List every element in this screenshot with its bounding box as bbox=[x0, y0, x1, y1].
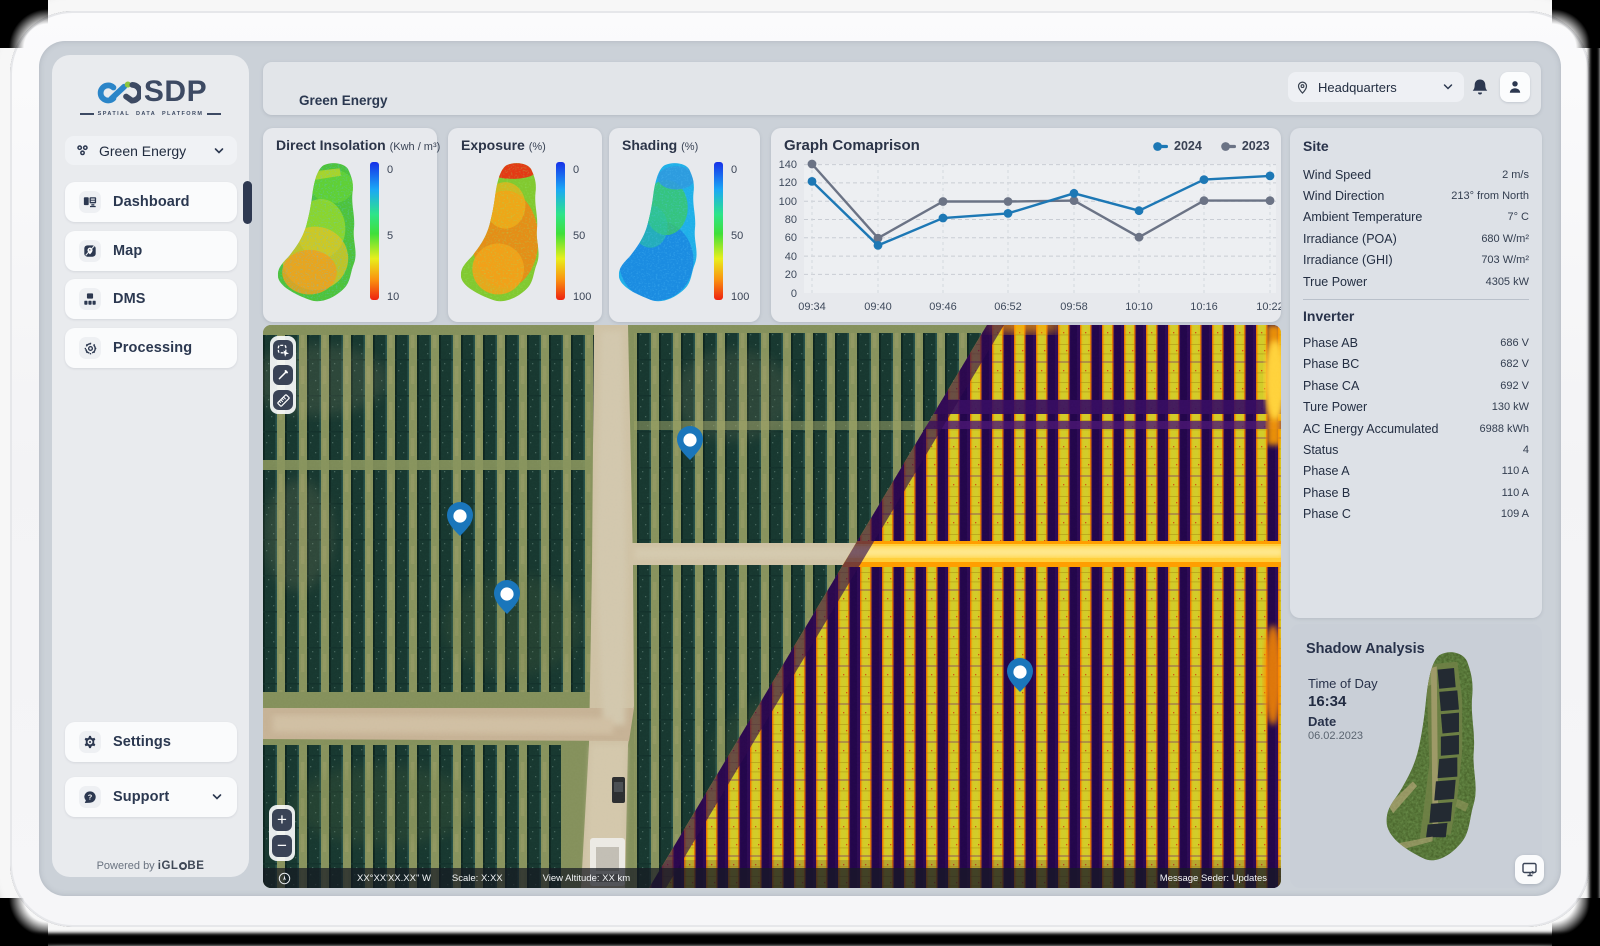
svg-text:80: 80 bbox=[785, 214, 797, 226]
svg-text:100: 100 bbox=[779, 196, 797, 208]
svg-text:09:46: 09:46 bbox=[929, 301, 957, 313]
svg-text:10:22: 10:22 bbox=[1256, 301, 1281, 313]
svg-text:09:34: 09:34 bbox=[798, 301, 826, 313]
svg-text:120: 120 bbox=[779, 177, 797, 189]
svg-text:?: ? bbox=[88, 793, 93, 802]
svg-text:20: 20 bbox=[785, 269, 797, 281]
svg-text:60: 60 bbox=[785, 232, 797, 244]
svg-text:06:52: 06:52 bbox=[994, 301, 1022, 313]
svg-text:09:40: 09:40 bbox=[864, 301, 892, 313]
svg-text:10:16: 10:16 bbox=[1190, 301, 1218, 313]
svg-text:40: 40 bbox=[785, 251, 797, 263]
svg-text:140: 140 bbox=[779, 159, 797, 171]
svg-text:09:58: 09:58 bbox=[1060, 301, 1088, 313]
svg-text:0: 0 bbox=[791, 288, 797, 300]
svg-text:10:10: 10:10 bbox=[1125, 301, 1153, 313]
